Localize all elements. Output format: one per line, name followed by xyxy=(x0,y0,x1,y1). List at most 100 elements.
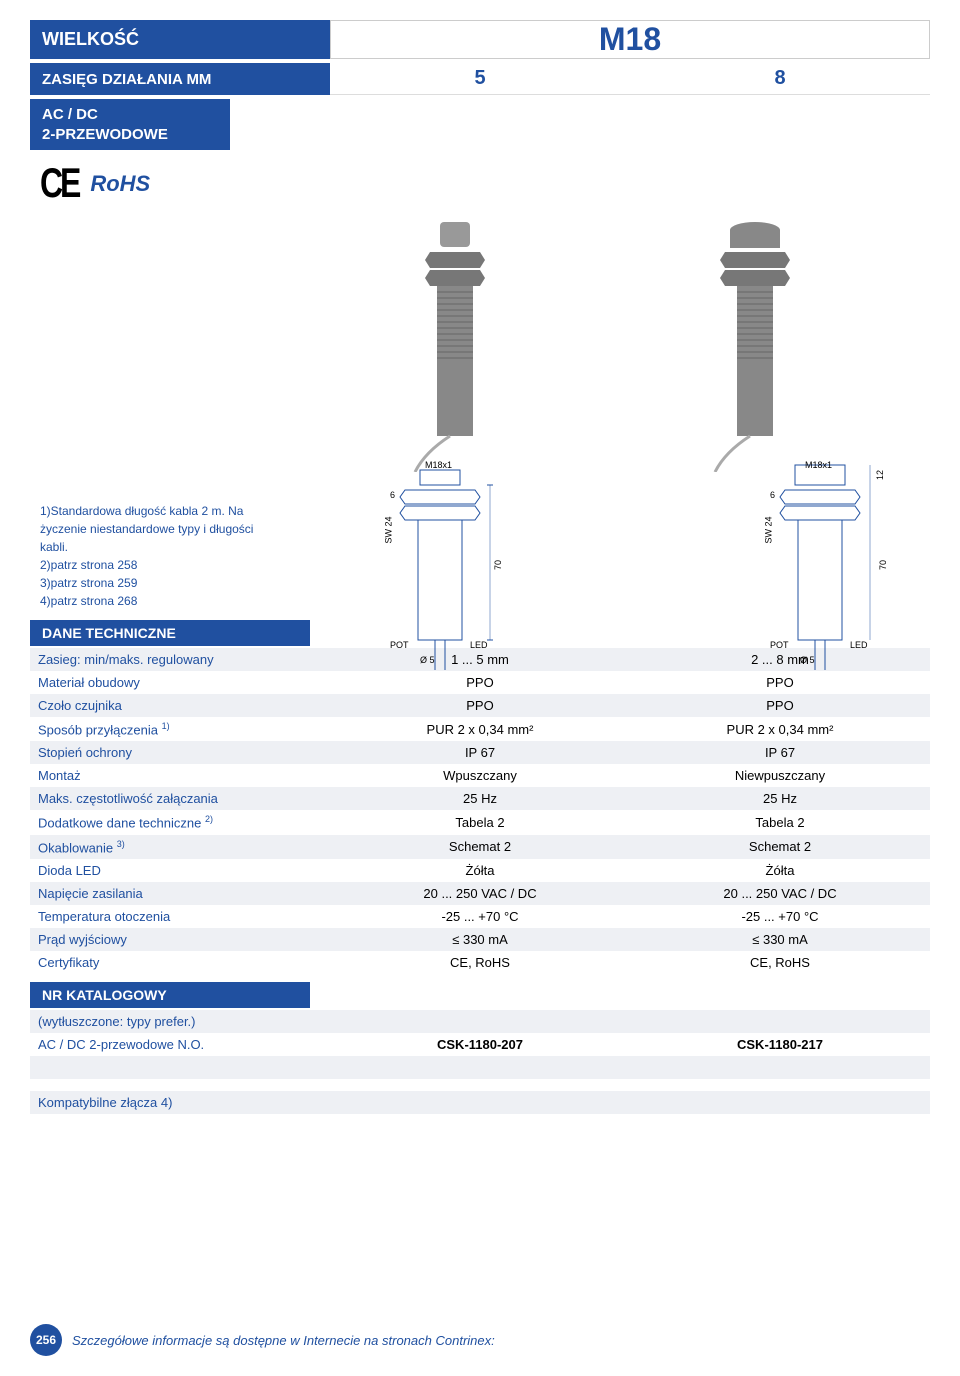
spec-label: Napięcie zasilania xyxy=(30,882,330,905)
spec-value-2: 20 ... 250 VAC / DC xyxy=(630,882,930,905)
spec-value-2: PUR 2 x 0,34 mm² xyxy=(630,717,930,741)
spec-label: Certyfikaty xyxy=(30,951,330,974)
h70-label-2: 70 xyxy=(878,560,888,570)
h12-label: 12 xyxy=(875,470,885,480)
page-number: 256 xyxy=(30,1324,62,1356)
spec-label: Czoło czujnika xyxy=(30,694,330,717)
specs-table: Zasieg: min/maks. regulowany1 ... 5 mm2 … xyxy=(30,648,930,974)
spec-label: Dodatkowe dane techniczne 2) xyxy=(30,810,330,834)
tech-section-header: DANE TECHNICZNE xyxy=(30,620,310,646)
spec-value-1: ≤ 330 mA xyxy=(330,928,630,951)
table-row: Sposób przyłączenia 1)PUR 2 x 0,34 mm²PU… xyxy=(30,717,930,741)
spec-label: Maks. częstotliwość załączania xyxy=(30,787,330,810)
diagram-1: M18x1 SW 24 6 70 POT LED Ø 5 xyxy=(340,460,540,680)
spec-value-2: Tabela 2 xyxy=(630,810,930,834)
d5-label: Ø 5 xyxy=(420,655,435,665)
footnote-3: 3)patrz strona 259 xyxy=(40,574,280,592)
spec-label: Zasieg: min/maks. regulowany xyxy=(30,648,330,671)
h70-label: 70 xyxy=(493,560,503,570)
sensor-image-2 xyxy=(695,222,815,472)
spec-label: Temperatura otoczenia xyxy=(30,905,330,928)
spec-value-2: Schemat 2 xyxy=(630,835,930,859)
table-row: Prąd wyjściowy≤ 330 mA≤ 330 mA xyxy=(30,928,930,951)
footnotes: 1)Standardowa długość kabla 2 m. Na życz… xyxy=(40,502,280,610)
led-label-2: LED xyxy=(850,640,868,650)
nr-bold-note: (wytłuszczone: typy prefer.) xyxy=(30,1010,330,1033)
footnote-4: 4)patrz strona 268 xyxy=(40,592,280,610)
table-row: Okablowanie 3)Schemat 2Schemat 2 xyxy=(30,835,930,859)
nr-section-header: NR KATALOGOWY xyxy=(30,982,310,1008)
spec-label: Montaż xyxy=(30,764,330,787)
spec-value-2: ≤ 330 mA xyxy=(630,928,930,951)
page-footer: 256 Szczegółowe informacje są dostępne w… xyxy=(30,1324,495,1356)
spec-value-1: PPO xyxy=(330,694,630,717)
spec-value-1: Schemat 2 xyxy=(330,835,630,859)
header-row-3: AC / DC 2-PRZEWODOWE xyxy=(30,99,930,150)
sw-label: SW 24 xyxy=(384,516,394,543)
range-val-1: 5 xyxy=(330,63,630,95)
range-val-2: 8 xyxy=(630,63,930,95)
ce-mark-icon: C E xyxy=(40,159,75,207)
technical-diagrams: M18x1 SW 24 6 70 POT LED Ø 5 M18x1 12 SW… xyxy=(340,460,920,680)
table-row: CertyfikatyCE, RoHSCE, RoHS xyxy=(30,951,930,974)
product-images xyxy=(280,222,930,472)
spec-label: Materiał obudowy xyxy=(30,671,330,694)
size-label-box: WIELKOŚĆ xyxy=(30,20,330,59)
spec-value-2: IP 67 xyxy=(630,741,930,764)
table-row: Dodatkowe dane techniczne 2)Tabela 2Tabe… xyxy=(30,810,930,834)
rohs-icon: RoHS xyxy=(90,171,150,197)
sw-label-2: SW 24 xyxy=(764,516,774,543)
header-row-1: WIELKOŚĆ M18 xyxy=(30,20,930,59)
table-row: Temperatura otoczenia-25 ... +70 °C-25 .… xyxy=(30,905,930,928)
spec-label: Dioda LED xyxy=(30,859,330,882)
footer-text: Szczegółowe informacje są dostępne w Int… xyxy=(72,1333,495,1348)
thread-label-2: M18x1 xyxy=(805,460,832,470)
range-label-box: ZASIĘG DZIAŁANIA MM xyxy=(30,63,330,95)
header-row-2: ZASIĘG DZIAŁANIA MM 5 8 xyxy=(30,63,930,95)
spec-value-1: PUR 2 x 0,34 mm² xyxy=(330,717,630,741)
nr-val-2: CSK-1180-217 xyxy=(630,1033,930,1056)
table-row: Napięcie zasilania20 ... 250 VAC / DC20 … xyxy=(30,882,930,905)
spec-value-2: CE, RoHS xyxy=(630,951,930,974)
spec-label: Stopień ochrony xyxy=(30,741,330,764)
table-row: Dioda LEDŻółtaŻółta xyxy=(30,859,930,882)
model: M18 xyxy=(599,21,661,58)
nr-section: NR KATALOGOWY (wytłuszczone: typy prefer… xyxy=(30,982,930,1114)
h6-label: 6 xyxy=(390,490,395,500)
thread-label: M18x1 xyxy=(425,460,452,470)
spec-value-1: Tabela 2 xyxy=(330,810,630,834)
footnote-1: 1)Standardowa długość kabla 2 m. Na życz… xyxy=(40,502,280,556)
spec-value-2: Żółta xyxy=(630,859,930,882)
spec-label: Okablowanie 3) xyxy=(30,835,330,859)
pot-label: POT xyxy=(390,640,409,650)
spec-value-1: 20 ... 250 VAC / DC xyxy=(330,882,630,905)
table-row: MontażWpuszczanyNiewpuszczany xyxy=(30,764,930,787)
model-box: M18 xyxy=(330,20,930,59)
spec-value-2: -25 ... +70 °C xyxy=(630,905,930,928)
spec-value-2: 25 Hz xyxy=(630,787,930,810)
h6-label-2: 6 xyxy=(770,490,775,500)
spec-value-2: Niewpuszczany xyxy=(630,764,930,787)
spec-value-2: PPO xyxy=(630,694,930,717)
size-label: WIELKOŚĆ xyxy=(42,29,139,50)
spec-value-1: -25 ... +70 °C xyxy=(330,905,630,928)
diagram-2: M18x1 12 SW 24 6 70 POT LED Ø 5 xyxy=(720,460,920,680)
spec-value-1: Żółta xyxy=(330,859,630,882)
footnote-2: 2)patrz strona 258 xyxy=(40,556,280,574)
spec-value-1: 25 Hz xyxy=(330,787,630,810)
spec-value-1: CE, RoHS xyxy=(330,951,630,974)
table-row: Maks. częstotliwość załączania25 Hz25 Hz xyxy=(30,787,930,810)
table-row: Stopień ochronyIP 67IP 67 xyxy=(30,741,930,764)
cert-logos: C E RoHS xyxy=(40,165,930,202)
spec-value-1: IP 67 xyxy=(330,741,630,764)
nr-compat: Kompatybilne złącza 4) xyxy=(30,1091,330,1114)
spec-label: Sposób przyłączenia 1) xyxy=(30,717,330,741)
d5-label-2: Ø 5 xyxy=(800,655,815,665)
table-row: Czoło czujnikaPPOPPO xyxy=(30,694,930,717)
spec-label: Prąd wyjściowy xyxy=(30,928,330,951)
pot-label-2: POT xyxy=(770,640,789,650)
nr-val-1: CSK-1180-207 xyxy=(330,1033,630,1056)
led-label: LED xyxy=(470,640,488,650)
spec-value-1: Wpuszczany xyxy=(330,764,630,787)
sensor-image-1 xyxy=(395,222,515,472)
